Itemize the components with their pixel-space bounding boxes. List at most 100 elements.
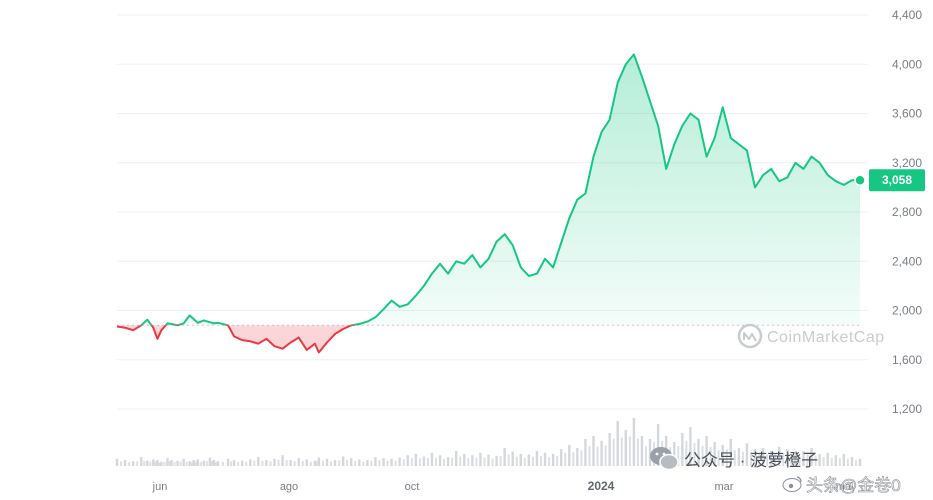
volume-bar (697, 439, 700, 466)
volume-bar (483, 457, 486, 466)
volume-bar (640, 436, 644, 466)
volume-bar (495, 455, 498, 466)
volume-bar (199, 461, 202, 466)
volume-bar (600, 440, 603, 466)
x-tick-label: ago (280, 481, 298, 493)
volume-bar (245, 461, 248, 466)
volume-bar (190, 462, 193, 466)
volume-bar (156, 460, 159, 466)
volume-bar (515, 456, 518, 466)
volume-bar (202, 460, 206, 466)
volume-bar (564, 452, 567, 466)
volume-bar (628, 436, 631, 466)
volume-bar (166, 458, 169, 466)
current-price-tag (869, 169, 925, 192)
volume-bar (580, 450, 583, 466)
volume-bar (362, 461, 365, 466)
volume-bar (315, 461, 318, 466)
y-axis: 4,400 4,000 3,600 3,200 2,800 2,400 2,000 1,600… (892, 8, 922, 416)
volume-bar (798, 456, 801, 466)
volume-bar (741, 451, 744, 466)
y-tick-label: 4,400 (892, 8, 922, 22)
volume-bar (430, 452, 434, 466)
volume-bar (769, 451, 773, 466)
volume-bar (717, 450, 720, 466)
volume-bar (693, 442, 696, 466)
volume-bar (673, 442, 676, 466)
wechat-credit: 公众号 · 菠萝橙子 (650, 447, 818, 471)
volume-bar (188, 461, 191, 466)
volume-bar (120, 461, 123, 466)
volume-bar (854, 460, 857, 466)
volume-bar (507, 454, 510, 466)
volume-bar (527, 454, 531, 466)
volume-bar (131, 461, 135, 466)
credit-text: 公众号 · 菠萝橙子 (684, 451, 818, 470)
volume-bar (341, 456, 345, 466)
volume-bar (761, 448, 765, 466)
volume-bar (648, 439, 652, 466)
volume-bar (301, 460, 304, 466)
volume-bar (467, 458, 470, 466)
volume-bar (471, 455, 474, 466)
volume-bar (701, 446, 704, 466)
volume-bar (123, 460, 127, 466)
volume-bar (265, 460, 268, 466)
volume-bar (370, 460, 373, 466)
volume-bar (814, 455, 817, 466)
volume-bar (531, 456, 534, 466)
volume-bar (426, 458, 429, 466)
y-tick-label: 1,600 (892, 353, 922, 367)
volume-bar (182, 458, 185, 466)
volume-bar (822, 457, 825, 466)
volume-bar (305, 459, 308, 466)
volume-bar (230, 461, 233, 466)
volume-bar (572, 452, 575, 466)
volume-bar (539, 456, 542, 466)
volume-bar (179, 461, 182, 466)
volume-bar (543, 452, 547, 466)
volume-bar (636, 438, 639, 466)
volume-bar (163, 461, 166, 466)
price-line-up (139, 53, 860, 326)
volume-bar (136, 461, 139, 466)
volume-bar (568, 445, 571, 466)
volume-bar (511, 451, 514, 466)
volume-bar (277, 459, 280, 466)
volume-bar (858, 458, 862, 466)
volume-bar (214, 462, 217, 466)
volume-bar (705, 436, 708, 466)
volume-bar (212, 460, 216, 466)
volume-bar (386, 460, 389, 466)
volume-bar (192, 460, 195, 466)
volume-bar (681, 433, 684, 466)
volume-bar (232, 460, 236, 466)
volume-bar (237, 462, 240, 466)
volume-bar (826, 452, 829, 466)
volume-bar (196, 459, 199, 466)
volume-bar (790, 455, 793, 466)
volume-bar (158, 462, 161, 466)
volume-bar (794, 452, 797, 466)
current-price-label: 3,058 (882, 173, 912, 187)
weibo-text: 头条@金卷0 (806, 476, 901, 495)
price-lines (116, 53, 860, 354)
volume-bar (240, 460, 244, 466)
volume-bar (596, 446, 599, 466)
volume-bar (713, 442, 716, 466)
volume-bar (491, 458, 494, 466)
volume-bar (382, 458, 385, 466)
volume-bar (846, 458, 849, 466)
volume-bar (216, 461, 220, 466)
volume-bar (414, 454, 418, 466)
volume-bar (257, 457, 260, 466)
y-tick-label: 2,000 (892, 304, 922, 318)
y-tick-label: 3,600 (892, 107, 922, 121)
volume-bar (475, 457, 478, 466)
volume-bar (394, 460, 397, 466)
volume-bar (620, 437, 623, 466)
volume-bar (535, 451, 539, 466)
volume-bar (766, 454, 769, 466)
volume-bar (519, 454, 523, 466)
